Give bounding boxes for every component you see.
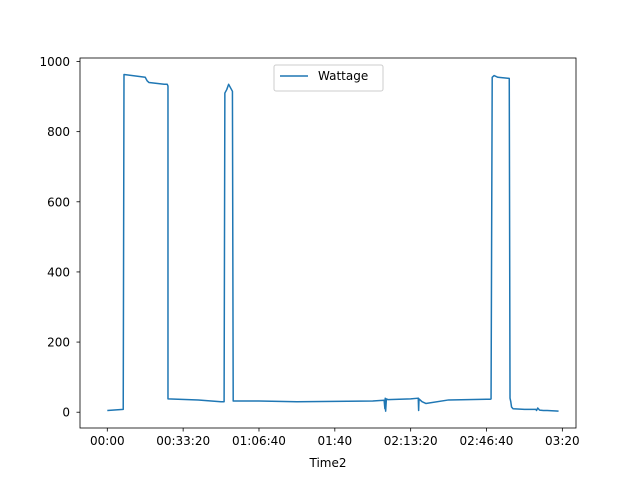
- x-axis-label: Time2: [308, 456, 346, 470]
- legend-label-wattage: Wattage: [318, 69, 368, 83]
- x-tick-label: 02:46:40: [460, 434, 514, 448]
- x-tick-label: 01:06:40: [232, 434, 286, 448]
- plot-area: [80, 58, 576, 428]
- x-tick-label: 00:00: [90, 434, 125, 448]
- y-axis-ticks: 0 200 400 600 800 1000: [39, 55, 80, 420]
- y-tick-label: 0: [62, 406, 70, 420]
- y-tick-label: 1000: [39, 55, 70, 69]
- legend-box: [273, 64, 384, 92]
- x-tick-label: 00:33:20: [156, 434, 210, 448]
- x-axis-ticks: 00:00 00:33:20 01:06:40 01:40 02:13:20 02:46:…: [90, 428, 580, 448]
- x-tick-label: 03:20: [545, 434, 580, 448]
- y-tick-label: 600: [47, 195, 70, 209]
- legend: Wattage: [273, 64, 384, 92]
- axes-frame: [79, 57, 577, 429]
- x-tick-label: 01:40: [318, 434, 353, 448]
- x-tick-label: 02:13:20: [384, 434, 438, 448]
- y-tick-label: 200: [47, 336, 70, 350]
- y-tick-label: 800: [47, 125, 70, 139]
- series-line-wattage: [107, 73, 559, 412]
- series-layer: [107, 73, 559, 412]
- y-tick-label: 400: [47, 265, 70, 279]
